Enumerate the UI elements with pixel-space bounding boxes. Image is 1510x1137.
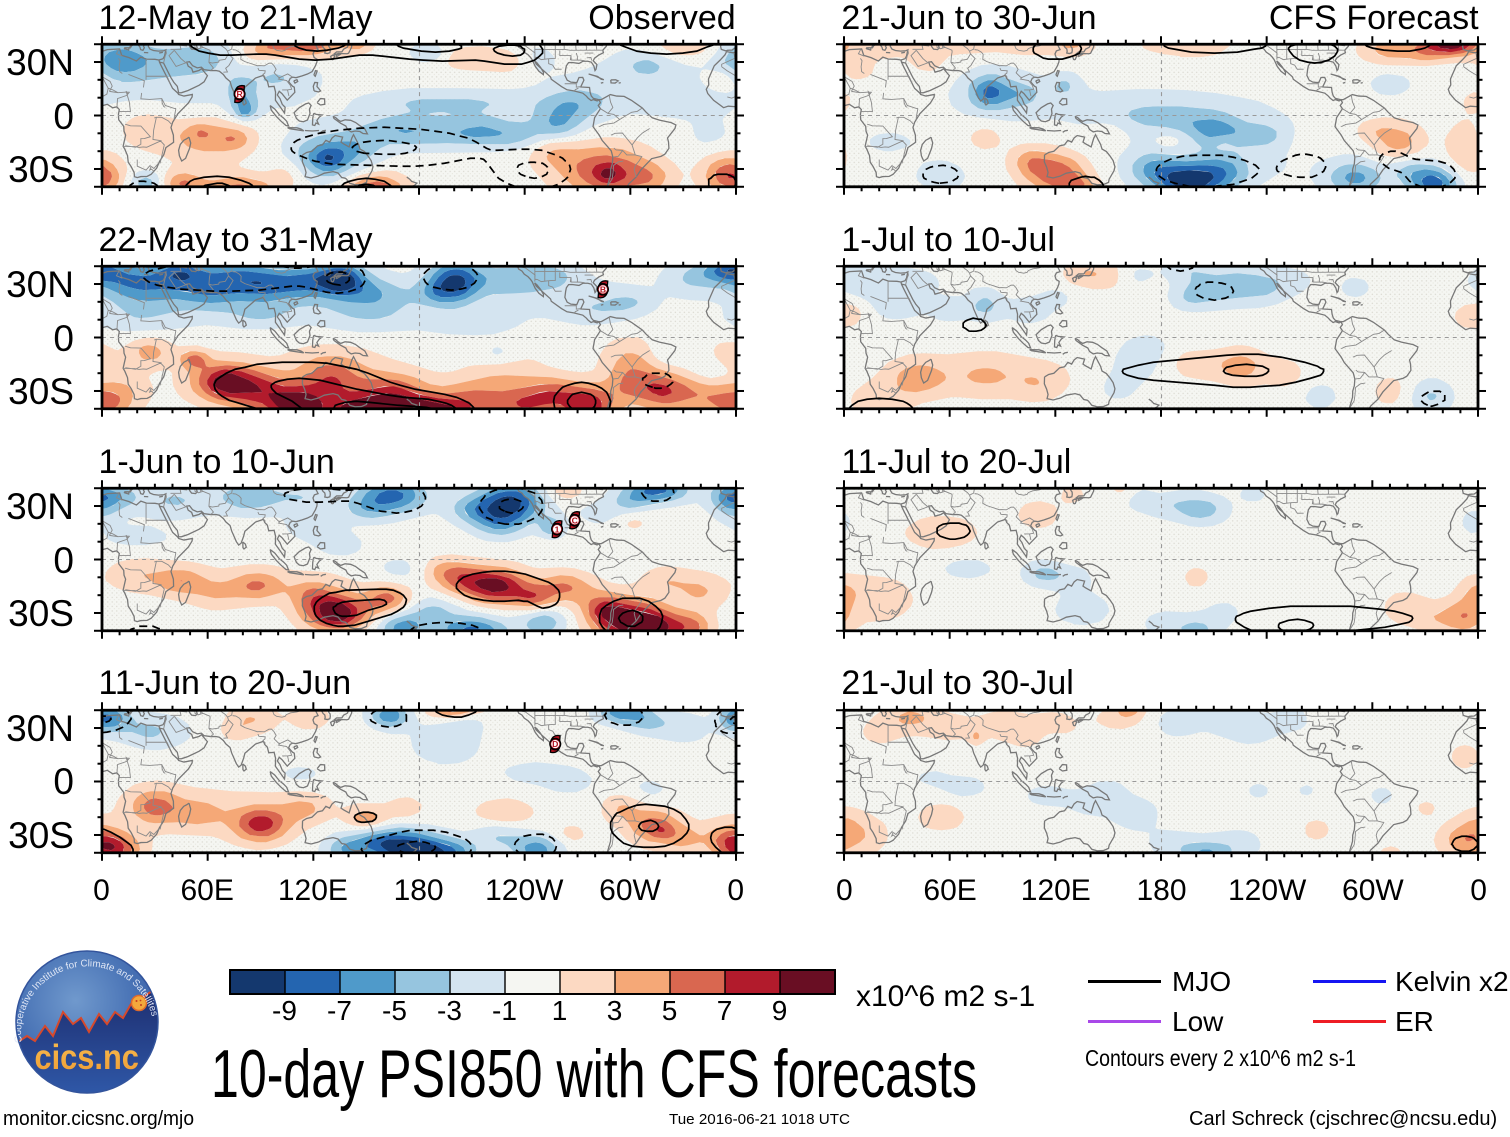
svg-text:C: C <box>571 515 577 525</box>
svg-text:D: D <box>552 739 558 749</box>
svg-text:cics.nc: cics.nc <box>34 1037 138 1076</box>
svg-text:R: R <box>236 90 243 100</box>
svg-text:B: B <box>599 285 605 295</box>
svg-text:1: 1 <box>554 524 559 534</box>
